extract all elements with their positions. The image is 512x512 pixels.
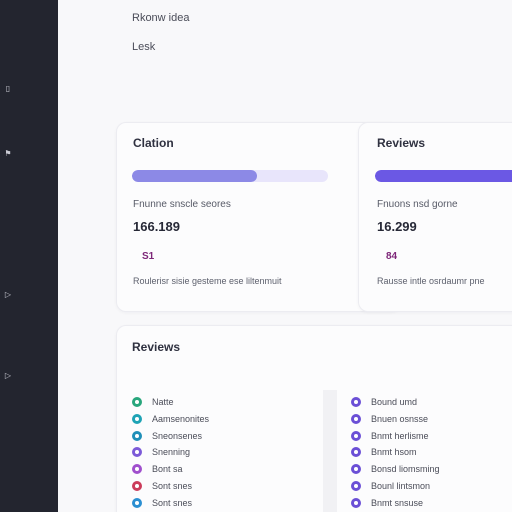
review-item-label: Natte xyxy=(152,397,174,407)
sidebar-item-chevron-icon-2[interactable]: ▷ xyxy=(4,371,12,380)
review-item-label: Bounl lintsmon xyxy=(371,481,431,491)
review-item-label: Sneonsenes xyxy=(152,431,203,441)
metric-footer: Rausse intle osrdaumr pne xyxy=(377,276,485,286)
review-item-label: Bnmt herlisme xyxy=(371,431,429,441)
review-item-label: Bound umd xyxy=(371,397,418,407)
reviews-card: Reviews xyxy=(116,325,512,512)
status-dot-icon xyxy=(351,498,361,508)
review-item-label: Bonsd liomsming xyxy=(371,464,440,474)
card-title: Clation xyxy=(133,136,174,150)
review-item-label: Sont snes xyxy=(152,498,193,508)
status-dot-icon xyxy=(351,414,361,424)
sidebar-item-flag-icon[interactable]: ⚑ xyxy=(4,149,12,158)
review-item-label: Aamsenonites xyxy=(152,414,210,424)
review-item-label: Sont snes xyxy=(152,481,193,491)
metric-card-clation: Clation Fnunne snscle seores 166.189 S1 … xyxy=(116,122,401,312)
header-line-1: Rkonw idea xyxy=(132,12,190,24)
metric-badge: S1 xyxy=(142,251,155,262)
sidebar-item-doc-icon[interactable]: ▯ xyxy=(5,84,11,93)
progress-bar xyxy=(375,170,512,182)
review-item-label: Bnmt hsom xyxy=(371,447,417,457)
reviews-title: Reviews xyxy=(132,340,181,354)
status-dot-icon xyxy=(132,414,142,424)
review-item-label: Snenning xyxy=(152,447,191,457)
progress-fill xyxy=(375,170,512,182)
status-dot-icon xyxy=(351,464,361,474)
card-title: Reviews xyxy=(377,136,426,150)
metric-badge: 84 xyxy=(386,251,398,262)
progress-bar xyxy=(132,170,328,182)
review-item-label: Bont sa xyxy=(152,464,183,474)
status-dot-icon xyxy=(132,498,142,508)
status-dot-icon xyxy=(132,481,142,491)
main-content: Rkonw idea Lesk Clation Fnunne snscle se… xyxy=(58,0,512,512)
review-item-label: Bnmt snsuse xyxy=(371,498,424,508)
status-dot-icon xyxy=(132,447,142,457)
column-divider xyxy=(323,390,337,512)
status-dot-icon xyxy=(132,397,142,407)
header-line-2: Lesk xyxy=(132,41,156,53)
status-dot-icon xyxy=(351,481,361,491)
sidebar-item-chevron-icon[interactable]: ▷ xyxy=(4,290,12,299)
metric-value: 166.189 xyxy=(133,219,180,234)
status-dot-icon xyxy=(132,464,142,474)
status-dot-icon xyxy=(351,397,361,407)
status-dot-icon xyxy=(351,431,361,441)
status-dot-icon xyxy=(351,447,361,457)
metric-footer: Roulerisr sisie gesteme ese liltenmuit xyxy=(133,276,282,286)
metric-card-reviews: Reviews Fnuons nsd gorne 16.299 84 Rauss… xyxy=(358,122,512,312)
sidebar: ▯ ⚑ ▷ ▷ xyxy=(0,0,58,512)
metric-label: Fnuons nsd gorne xyxy=(377,199,458,210)
progress-fill xyxy=(132,170,258,182)
metric-value: 16.299 xyxy=(377,219,417,234)
header-text: Rkonw idea Lesk xyxy=(132,12,189,70)
status-dot-icon xyxy=(132,431,142,441)
review-item-label: Bnuen osnsse xyxy=(371,414,429,424)
metric-label: Fnunne snscle seores xyxy=(133,199,231,210)
